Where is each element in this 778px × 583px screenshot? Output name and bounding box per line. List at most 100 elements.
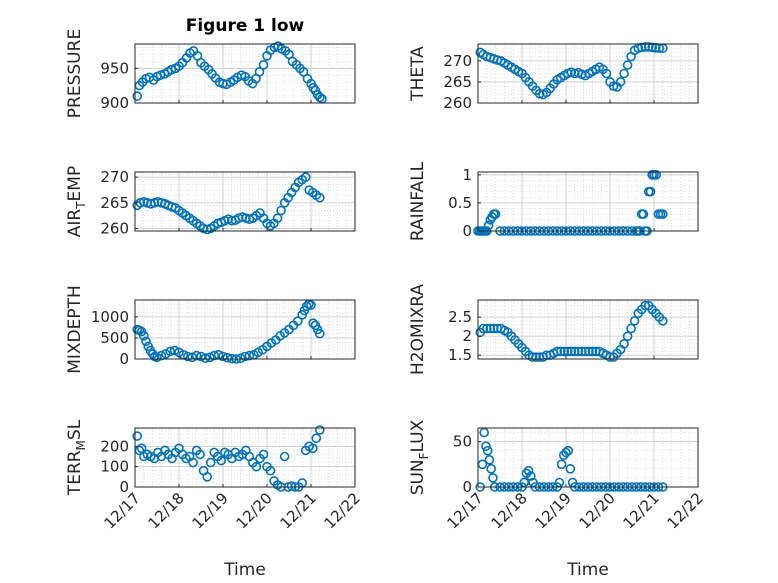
pressure-axes-box [134, 43, 356, 104]
h2omixra-ylabel-main: H2OMIXRA [408, 284, 428, 375]
terr-msl-ylabel-tail: SL [65, 419, 85, 440]
h2omixra-point [640, 300, 651, 311]
terr-msl-point [188, 457, 198, 468]
sun-flux-ylabel-tail: LUX [408, 419, 428, 452]
h2omixra-point [559, 346, 570, 357]
theta-ylabel-main: THETA [408, 46, 428, 102]
h2omixra-point [527, 352, 538, 362]
pressure-point [254, 67, 265, 77]
h2omixra-series [475, 300, 668, 362]
h2omixra-point [584, 346, 594, 357]
rainfall-ytick-label: 1 [462, 166, 472, 184]
pressure-ytick-label: 950 [100, 59, 129, 77]
terr-msl-point [132, 431, 142, 441]
air-temp-point [276, 205, 286, 216]
h2omixra-point [531, 352, 541, 362]
theta-point [647, 42, 658, 53]
terr-msl-point [202, 471, 212, 482]
air-temp-ylabel-tail: EMP [65, 166, 85, 202]
air-temp-point [300, 172, 311, 182]
mixdepth-point [235, 353, 246, 364]
rainfall-ytick-label: 0 [462, 222, 472, 240]
mixdepth-ylabel-main: MIXDEPTH [65, 285, 85, 374]
theta-ytick-label: 260 [443, 94, 472, 112]
sun-flux-ylabel-subscript: F [417, 452, 431, 459]
h2omixra-point [552, 346, 563, 357]
mixdepth-ytick-label: 0 [119, 350, 129, 368]
mixdepth-axes: 0 500 1000 MIXDEPTH [65, 285, 356, 374]
air-temp-point [272, 213, 283, 223]
h2omixra-point [622, 331, 633, 342]
air-temp-point [314, 192, 325, 203]
theta-ytick-label: 265 [443, 73, 472, 91]
theta-ylabel: THETA [408, 46, 428, 102]
mixdepth-ylabel: MIXDEPTH [65, 285, 85, 374]
air-temp-ytick-label: 270 [100, 168, 129, 186]
pressure-series [132, 41, 327, 104]
terr-msl-axes-box [134, 427, 356, 488]
mixdepth-ytick-label: 1000 [91, 308, 129, 326]
mixdepth-point [308, 318, 319, 329]
terr-msl-point [216, 455, 226, 466]
mixdepth-point [244, 350, 255, 361]
rainfall-axes-box [477, 171, 699, 232]
terr-msl-ylabel-subscript: M [74, 440, 88, 450]
subplot-grid: 900 950 PRESSURE 260 265 270 THETA 260 265 270 AIR… [65, 29, 707, 533]
h2omixra-point [576, 346, 587, 357]
sun-flux-point [481, 441, 491, 452]
x-axis-label-right: Time [566, 560, 609, 580]
h2omixra-ytick-label: 2.5 [448, 308, 472, 326]
air-temp-ylabel-subscript: T [74, 201, 88, 210]
mixdepth-point [141, 336, 151, 347]
sun-flux-xtick-label: 12/22 [664, 489, 707, 532]
mixdepth-point [152, 352, 162, 363]
terr-msl-point [258, 449, 269, 460]
pressure-point [298, 67, 309, 77]
h2omixra-point [573, 346, 584, 357]
rainfall-ylabel-main: RAINFALL [408, 161, 428, 241]
rainfall-point [651, 170, 662, 180]
h2omixra-point [488, 323, 499, 334]
sun-flux-axes-box [477, 427, 699, 488]
h2omixra-point [580, 346, 591, 357]
pressure-point [258, 60, 269, 70]
rainfall-point [490, 209, 501, 219]
terr-msl-point [265, 465, 276, 476]
terr-msl-ylabel: TERRMSL [65, 419, 88, 496]
sun-flux-point [561, 447, 571, 458]
sun-flux-xtick-label: 12/19 [532, 489, 575, 532]
sun-flux-xtick-label: 12/21 [620, 489, 663, 532]
theta-point [640, 42, 651, 52]
mixdepth-point [306, 300, 316, 310]
theta-axes-box [477, 43, 699, 104]
h2omixra-axes: 1.522.5 H2OMIXRA [408, 284, 699, 375]
h2omixra-point [478, 323, 489, 334]
mixdepth-point [156, 350, 167, 361]
pressure-ytick-label: 900 [100, 94, 129, 112]
theta-point [619, 68, 629, 79]
pressure-axes: 900 950 PRESSURE [65, 29, 356, 118]
mixdepth-point [209, 350, 219, 361]
h2omixra-ylabel: H2OMIXRA [408, 284, 428, 375]
rainfall-axes: 0 0.5 1 RAINFALL [408, 161, 699, 241]
h2omixra-point [485, 323, 496, 334]
h2omixra-ytick-label: 2 [462, 327, 472, 345]
mixdepth-point [218, 351, 228, 362]
terr-msl-point [251, 461, 262, 472]
terr-msl-xtick-label: 12/19 [189, 489, 232, 532]
terr-msl-point [311, 433, 322, 444]
mixdepth-point [301, 301, 312, 312]
theta-axes: 260 265 270 THETA [408, 42, 699, 112]
sun-flux-point [523, 465, 534, 476]
rainfall-plot-area [478, 172, 698, 231]
mixdepth-series [132, 299, 325, 364]
air-temp-ylabel-main: AIR [65, 209, 85, 238]
rainfall-ylabel: RAINFALL [408, 161, 428, 241]
mixdepth-axes-box [134, 299, 356, 360]
sun-flux-point [563, 445, 574, 456]
sun-flux-point [525, 471, 536, 481]
terr-msl-point [314, 425, 325, 435]
terr-msl-point [279, 451, 290, 462]
rainfall-point [638, 209, 649, 219]
